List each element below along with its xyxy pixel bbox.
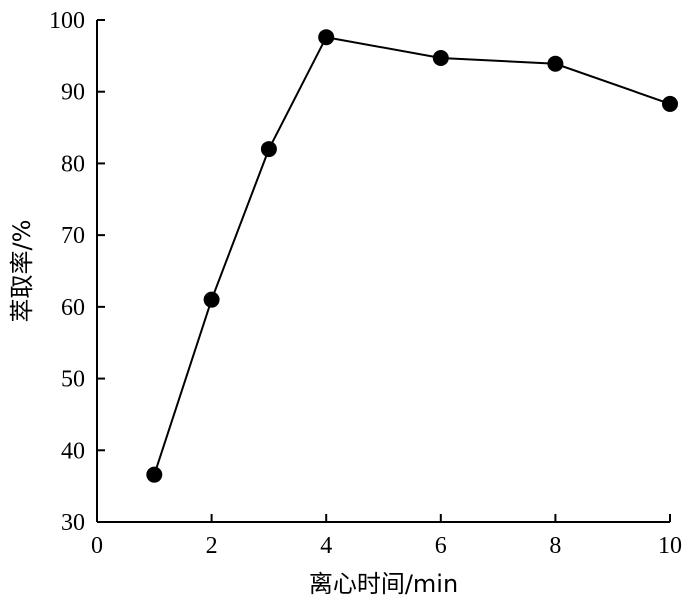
data-point xyxy=(260,141,277,158)
y-tick-label: 60 xyxy=(61,295,85,321)
x-tick-label: 8 xyxy=(549,533,561,559)
axes xyxy=(96,20,670,523)
y-ticks: 30 40 50 60 70 80 90 100 xyxy=(49,8,105,536)
y-tick-label: 30 xyxy=(61,510,85,536)
y-axis-title: 萃取率/% xyxy=(8,220,36,323)
y-tick-label: 40 xyxy=(61,438,85,464)
x-tick-label: 2 xyxy=(206,533,218,559)
data-point xyxy=(203,291,220,308)
data-point xyxy=(318,29,335,46)
x-ticks: 0 2 4 6 8 10 xyxy=(91,514,682,559)
y-tick-label: 50 xyxy=(61,367,85,393)
y-tick-label: 100 xyxy=(49,8,85,34)
x-axis-title: 离心时间/min xyxy=(309,570,458,598)
x-tick-label: 6 xyxy=(435,533,447,559)
series-line xyxy=(153,36,671,475)
data-point xyxy=(662,95,678,112)
data-point xyxy=(146,466,163,483)
series-layer xyxy=(146,29,678,483)
y-tick-label: 70 xyxy=(61,223,85,249)
x-tick-label: 10 xyxy=(658,533,682,559)
data-point xyxy=(547,55,564,72)
y-tick-label: 80 xyxy=(61,151,85,177)
data-point xyxy=(432,50,449,67)
x-tick-label: 0 xyxy=(91,533,103,559)
y-tick-label: 90 xyxy=(61,80,85,106)
x-tick-label: 4 xyxy=(320,533,332,559)
